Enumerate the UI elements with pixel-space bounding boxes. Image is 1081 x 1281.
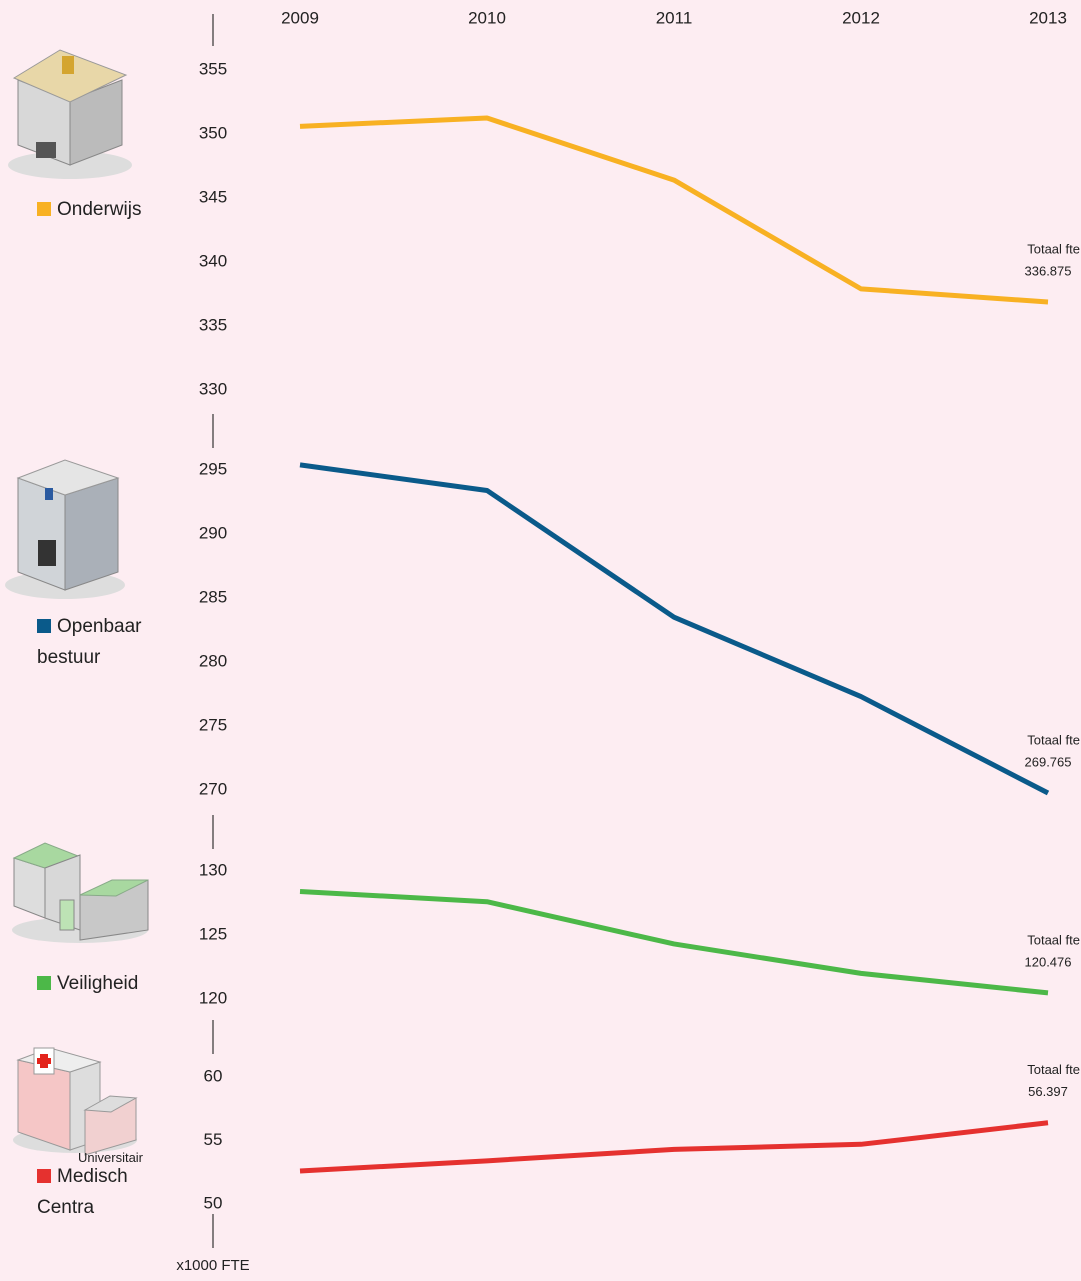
y-tick-label: 130 xyxy=(199,860,227,879)
y-tick-label: 355 xyxy=(199,59,227,78)
legend-label: Onderwijs xyxy=(57,199,142,220)
x-tick-label: 2010 xyxy=(468,8,506,27)
value-label: 269.765 xyxy=(1025,754,1072,769)
series-line xyxy=(299,1120,1049,1174)
x-tick-label: 2012 xyxy=(842,8,880,27)
annotation: Totaal fte xyxy=(1027,1062,1080,1077)
legend-label: Openbaar bestuur xyxy=(37,616,142,668)
value-label: 56.397 xyxy=(1028,1084,1068,1099)
legend-note: Universitair xyxy=(78,1150,144,1165)
y-tick-label: 120 xyxy=(199,988,227,1007)
y-tick-label: 335 xyxy=(199,315,227,334)
y-tick-label: 290 xyxy=(199,523,227,542)
legend-item: Veiligheid xyxy=(37,968,157,999)
legend-swatch xyxy=(37,1169,51,1183)
series-line xyxy=(299,888,1049,996)
y-tick-label: 60 xyxy=(204,1066,223,1085)
x-tick-label: 2009 xyxy=(281,8,319,27)
legend-item: Onderwijs xyxy=(37,194,157,225)
x-tick-label: 2013 xyxy=(1029,8,1067,27)
y-tick-label: 280 xyxy=(199,651,227,670)
y-tick-label: 340 xyxy=(199,251,227,270)
legend-swatch xyxy=(37,976,51,990)
legend-item: Medisch Centra xyxy=(37,1161,157,1223)
annotation: Totaal fte xyxy=(1027,241,1080,256)
y-tick-label: 50 xyxy=(204,1193,223,1212)
legend-item: Openbaar bestuur xyxy=(37,611,147,673)
legend-swatch xyxy=(37,202,51,216)
y-tick-label: 270 xyxy=(199,779,227,798)
legend-label: Medisch Centra xyxy=(37,1166,128,1218)
legend-label: Veiligheid xyxy=(57,973,139,994)
y-axis-unit: x1000 FTE xyxy=(176,1257,249,1274)
series-line xyxy=(299,462,1050,796)
police-icon xyxy=(12,842,149,943)
y-tick-label: 330 xyxy=(199,379,227,398)
hospital-icon xyxy=(13,1047,138,1156)
series-line xyxy=(299,115,1049,305)
x-tick-label: 2011 xyxy=(656,8,693,27)
y-tick-label: 55 xyxy=(204,1130,223,1149)
value-label: 336.875 xyxy=(1025,263,1072,278)
annotation: Totaal fte xyxy=(1027,932,1080,947)
y-tick-label: 345 xyxy=(199,187,227,206)
legend-swatch xyxy=(37,619,51,633)
school-icon xyxy=(8,49,132,179)
y-tick-label: 125 xyxy=(199,924,227,943)
annotation: Totaal fte xyxy=(1027,732,1080,747)
y-tick-label: 295 xyxy=(199,459,227,478)
y-tick-label: 350 xyxy=(199,123,227,142)
y-tick-label: 275 xyxy=(199,715,227,734)
y-tick-label: 285 xyxy=(199,587,227,606)
value-label: 120.476 xyxy=(1025,954,1072,969)
government-icon xyxy=(5,459,125,599)
